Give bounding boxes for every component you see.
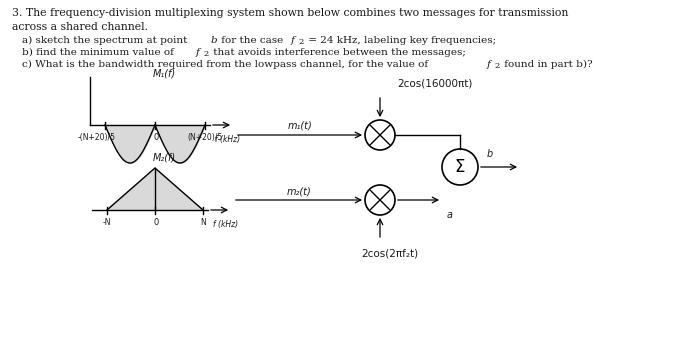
Text: M₁(f): M₁(f)	[153, 69, 176, 79]
Text: 2cos(16000πt): 2cos(16000πt)	[398, 78, 472, 88]
Text: M₂(f): M₂(f)	[153, 152, 176, 162]
Text: (N+20)/5: (N+20)/5	[188, 133, 223, 142]
Text: a: a	[447, 210, 453, 220]
Text: 0: 0	[153, 133, 159, 142]
Text: b: b	[487, 149, 493, 159]
Text: 2: 2	[494, 62, 499, 70]
Text: a) sketch the spectrum at point: a) sketch the spectrum at point	[22, 36, 190, 45]
Text: m₂(t): m₂(t)	[286, 186, 312, 196]
Polygon shape	[107, 168, 203, 210]
Text: b: b	[211, 36, 218, 45]
Text: across a shared channel.: across a shared channel.	[12, 22, 148, 32]
Text: $\Sigma$: $\Sigma$	[454, 158, 466, 176]
Text: b) find the minimum value of: b) find the minimum value of	[22, 48, 177, 57]
Text: -N: -N	[103, 218, 111, 227]
Text: 2: 2	[298, 38, 303, 46]
Text: m₁(t): m₁(t)	[288, 121, 312, 131]
Text: = 24 kHz, labeling key frequencies;: = 24 kHz, labeling key frequencies;	[305, 36, 496, 45]
Text: f: f	[291, 36, 295, 45]
Text: f (kHz): f (kHz)	[213, 220, 238, 229]
Text: f (kHz): f (kHz)	[215, 135, 240, 144]
Text: -(N+20)/5: -(N+20)/5	[78, 133, 116, 142]
Text: c) What is the bandwidth required from the lowpass channel, for the value of: c) What is the bandwidth required from t…	[22, 60, 431, 69]
Text: f: f	[487, 60, 491, 69]
Text: 0: 0	[153, 218, 159, 227]
Text: f: f	[196, 48, 200, 57]
Text: 2: 2	[203, 50, 209, 58]
Text: that avoids interference between the messages;: that avoids interference between the mes…	[210, 48, 466, 57]
Text: for the case: for the case	[218, 36, 286, 45]
Text: 3. The frequency-division multiplexing system shown below combines two messages : 3. The frequency-division multiplexing s…	[12, 8, 568, 18]
Text: 2cos(2πf₂t): 2cos(2πf₂t)	[361, 248, 419, 258]
Text: N: N	[200, 218, 206, 227]
Text: found in part b)?: found in part b)?	[501, 60, 593, 69]
